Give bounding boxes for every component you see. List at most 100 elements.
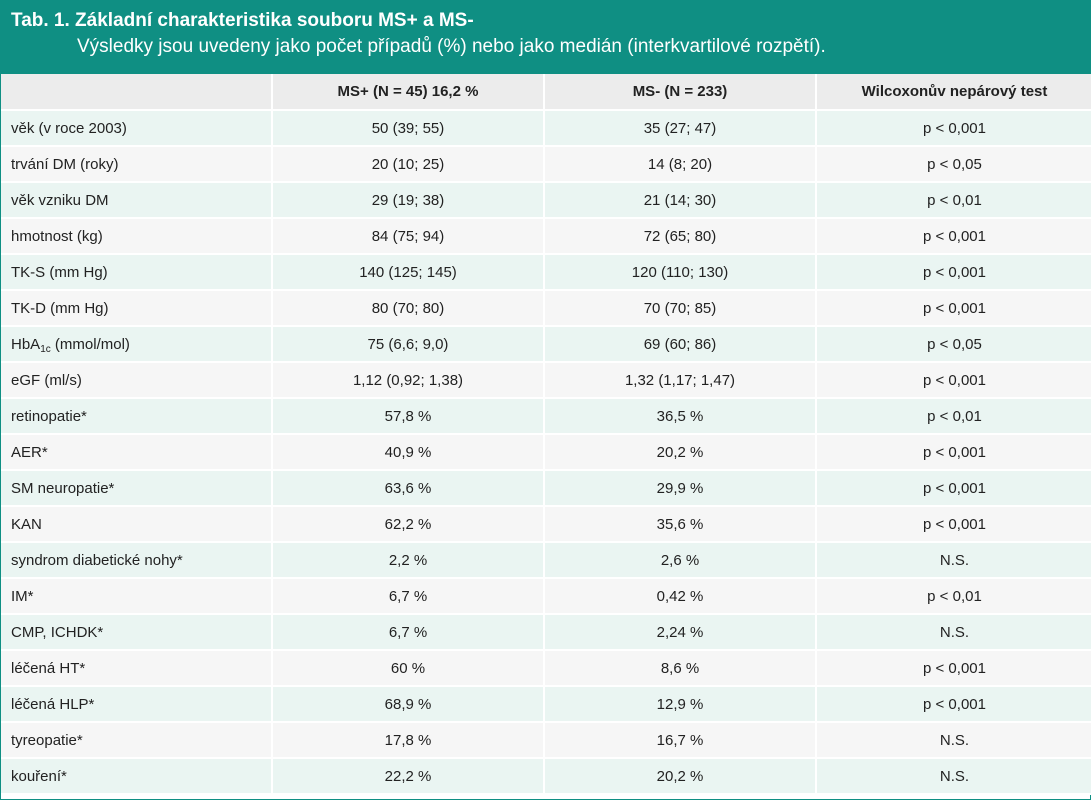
ms-plus-value: 29 (19; 38) — [273, 183, 543, 219]
ms-plus-value: 1,12 (0,92; 1,38) — [273, 363, 543, 399]
row-label: věk (v roce 2003) — [1, 111, 271, 147]
table-row: SM neuropatie* 63,6 % 29,9 % p < 0,001 — [1, 471, 1091, 507]
row-label: léčená HT* — [1, 651, 271, 687]
ms-minus-value: 16,7 % — [545, 723, 815, 759]
test-result: p < 0,001 — [817, 363, 1091, 399]
table-row: CMP, ICHDK* 6,7 % 2,24 % N.S. — [1, 615, 1091, 651]
header-cell-ms-minus: MS- (N = 233) — [545, 74, 815, 111]
row-label: CMP, ICHDK* — [1, 615, 271, 651]
table-row: věk (v roce 2003) 50 (39; 55) 35 (27; 47… — [1, 111, 1091, 147]
test-result: p < 0,001 — [817, 471, 1091, 507]
ms-minus-value: 21 (14; 30) — [545, 183, 815, 219]
table-title: Tab. 1. Základní charakteristika souboru… — [11, 10, 474, 31]
table-row: léčená HLP* 68,9 % 12,9 % p < 0,001 — [1, 687, 1091, 723]
ms-minus-value: 70 (70; 85) — [545, 291, 815, 327]
row-label: věk vzniku DM — [1, 183, 271, 219]
ms-minus-value: 29,9 % — [545, 471, 815, 507]
header-row: MS+ (N = 45) 16,2 % MS- (N = 233) Wilcox… — [1, 74, 1091, 111]
table-subtitle: Výsledky jsou uvedeny jako počet případů… — [77, 36, 826, 57]
ms-plus-value: 17,8 % — [273, 723, 543, 759]
ms-minus-value: 2,6 % — [545, 543, 815, 579]
table-row: léčená HT* 60 % 8,6 % p < 0,001 — [1, 651, 1091, 687]
row-label: KAN — [1, 507, 271, 543]
row-label: syndrom diabetické nohy* — [1, 543, 271, 579]
table-row: hmotnost (kg) 84 (75; 94) 72 (65; 80) p … — [1, 219, 1091, 255]
test-result: p < 0,001 — [817, 111, 1091, 147]
ms-plus-value: 2,2 % — [273, 543, 543, 579]
ms-plus-value: 40,9 % — [273, 435, 543, 471]
header-cell-test: Wilcoxonův nepárový test — [817, 74, 1091, 111]
ms-plus-value: 63,6 % — [273, 471, 543, 507]
ms-plus-value: 20 (10; 25) — [273, 147, 543, 183]
ms-minus-value: 2,24 % — [545, 615, 815, 651]
ms-minus-value: 1,32 (1,17; 1,47) — [545, 363, 815, 399]
ms-plus-value: 140 (125; 145) — [273, 255, 543, 291]
test-result: p < 0,001 — [817, 687, 1091, 723]
ms-minus-value: 0,42 % — [545, 579, 815, 615]
ms-plus-value: 60 % — [273, 651, 543, 687]
table-row: TK-D (mm Hg) 80 (70; 80) 70 (70; 85) p <… — [1, 291, 1091, 327]
test-result: p < 0,05 — [817, 147, 1091, 183]
test-result: p < 0,01 — [817, 183, 1091, 219]
row-label: TK-S (mm Hg) — [1, 255, 271, 291]
test-result: p < 0,001 — [817, 435, 1091, 471]
ms-plus-value: 62,2 % — [273, 507, 543, 543]
ms-plus-value: 22,2 % — [273, 759, 543, 795]
ms-minus-value: 8,6 % — [545, 651, 815, 687]
ms-plus-value: 75 (6,6; 9,0) — [273, 327, 543, 363]
ms-plus-value: 84 (75; 94) — [273, 219, 543, 255]
row-label: SM neuropatie* — [1, 471, 271, 507]
row-label: hmotnost (kg) — [1, 219, 271, 255]
test-result: p < 0,01 — [817, 399, 1091, 435]
test-result: p < 0,001 — [817, 255, 1091, 291]
ms-minus-value: 36,5 % — [545, 399, 815, 435]
ms-plus-value: 80 (70; 80) — [273, 291, 543, 327]
table-row: IM* 6,7 % 0,42 % p < 0,01 — [1, 579, 1091, 615]
header-cell-ms-plus: MS+ (N = 45) 16,2 % — [273, 74, 543, 111]
ms-minus-value: 20,2 % — [545, 759, 815, 795]
table-row: HbA1c (mmol/mol) 75 (6,6; 9,0) 69 (60; 8… — [1, 327, 1091, 363]
table-row: eGF (ml/s) 1,12 (0,92; 1,38) 1,32 (1,17;… — [1, 363, 1091, 399]
table-row: trvání DM (roky) 20 (10; 25) 14 (8; 20) … — [1, 147, 1091, 183]
ms-minus-value: 72 (65; 80) — [545, 219, 815, 255]
test-result: p < 0,001 — [817, 507, 1091, 543]
test-result: p < 0,001 — [817, 291, 1091, 327]
row-label: AER* — [1, 435, 271, 471]
test-result: N.S. — [817, 543, 1091, 579]
test-result: N.S. — [817, 759, 1091, 795]
table-row: kouření* 22,2 % 20,2 % N.S. — [1, 759, 1091, 795]
table-row: TK-S (mm Hg) 140 (125; 145) 120 (110; 13… — [1, 255, 1091, 291]
table-row: AER* 40,9 % 20,2 % p < 0,001 — [1, 435, 1091, 471]
row-label-subscript: 1c — [40, 343, 51, 355]
row-label: eGF (ml/s) — [1, 363, 271, 399]
row-label: léčená HLP* — [1, 687, 271, 723]
row-label-main: HbA — [11, 335, 41, 353]
header-cell-parameter — [1, 74, 271, 111]
table-row: věk vzniku DM 29 (19; 38) 21 (14; 30) p … — [1, 183, 1091, 219]
ms-minus-value: 35,6 % — [545, 507, 815, 543]
row-label: trvání DM (roky) — [1, 147, 271, 183]
row-label: kouření* — [1, 759, 271, 795]
ms-plus-value: 6,7 % — [273, 579, 543, 615]
test-result: p < 0,001 — [817, 651, 1091, 687]
row-label: retinopatie* — [1, 399, 271, 435]
ms-plus-value: 6,7 % — [273, 615, 543, 651]
data-table: MS+ (N = 45) 16,2 % MS- (N = 233) Wilcox… — [0, 74, 1091, 795]
test-result: N.S. — [817, 723, 1091, 759]
ms-minus-value: 35 (27; 47) — [545, 111, 815, 147]
table-caption: Tab. 1. Základní charakteristika souboru… — [1, 1, 1090, 74]
test-result: p < 0,001 — [817, 219, 1091, 255]
row-label: TK-D (mm Hg) — [1, 291, 271, 327]
test-result: N.S. — [817, 615, 1091, 651]
row-label-unit: (mmol/mol) — [50, 335, 130, 353]
ms-minus-value: 12,9 % — [545, 687, 815, 723]
row-label: tyreopatie* — [1, 723, 271, 759]
ms-plus-value: 50 (39; 55) — [273, 111, 543, 147]
ms-plus-value: 68,9 % — [273, 687, 543, 723]
row-label: IM* — [1, 579, 271, 615]
ms-plus-value: 57,8 % — [273, 399, 543, 435]
table-row: syndrom diabetické nohy* 2,2 % 2,6 % N.S… — [1, 543, 1091, 579]
ms-minus-value: 69 (60; 86) — [545, 327, 815, 363]
table-row: tyreopatie* 17,8 % 16,7 % N.S. — [1, 723, 1091, 759]
